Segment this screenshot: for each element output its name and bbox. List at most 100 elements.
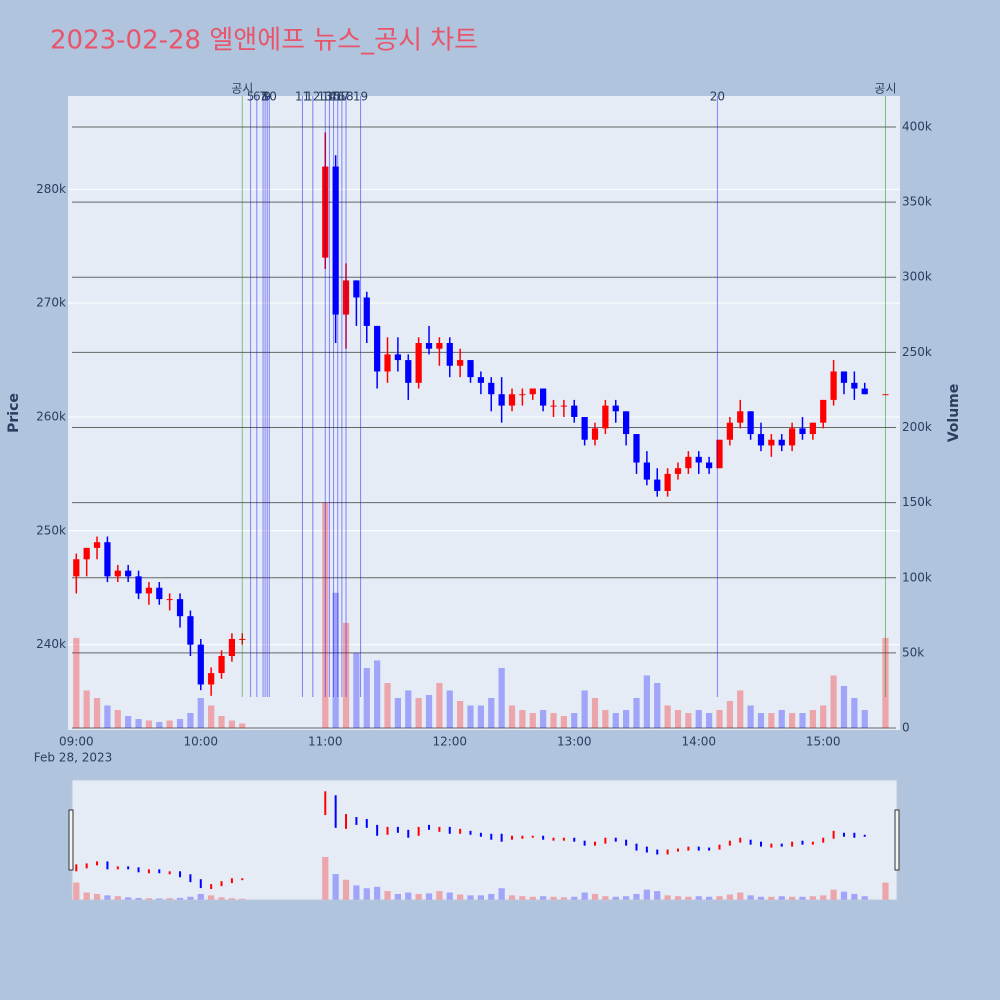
chart-title: 2023-02-28 엘앤에프 뉴스_공시 차트 xyxy=(50,26,478,56)
slider-volume xyxy=(716,896,723,900)
annotation-label: 7 xyxy=(259,90,267,104)
slider-volume xyxy=(799,896,806,900)
slider-volume xyxy=(239,898,246,900)
slider-volume xyxy=(861,896,868,900)
volume-bar xyxy=(218,716,225,729)
y-tick-label: 250k xyxy=(36,523,66,537)
range-slider[interactable] xyxy=(71,779,898,901)
volume-bar xyxy=(612,713,619,729)
slider-volume xyxy=(788,896,796,900)
volume-bar xyxy=(228,720,236,729)
candle-body xyxy=(239,638,246,640)
volume-bar xyxy=(114,710,121,729)
slider-volume xyxy=(778,896,785,900)
slider-handle[interactable] xyxy=(68,809,74,871)
candle-body xyxy=(581,416,588,440)
volume-bar xyxy=(467,705,474,729)
candle-body xyxy=(436,342,443,349)
volume-bar xyxy=(519,710,526,729)
candle-body xyxy=(726,422,733,440)
candle-body xyxy=(674,468,682,474)
candle-body xyxy=(788,428,796,446)
volume-bar xyxy=(488,697,495,729)
y2-tick-label: 250k xyxy=(902,345,932,359)
volume-bar xyxy=(550,713,557,729)
volume-bar xyxy=(716,710,723,729)
slider-volume xyxy=(322,856,329,900)
x-tick-label: 14:00 xyxy=(681,735,716,749)
slider-volume xyxy=(187,896,194,900)
slider-volume xyxy=(529,896,536,900)
slider-volume xyxy=(394,893,402,900)
candle-body xyxy=(747,411,754,435)
volume-bar xyxy=(93,697,101,729)
candle-body xyxy=(93,542,101,548)
slider-volume xyxy=(477,895,484,900)
candle-body xyxy=(799,428,806,435)
slider-volume xyxy=(436,891,443,900)
annotation-label: 9 xyxy=(263,90,271,104)
volume-bar xyxy=(457,700,464,729)
y-tick-label: 280k xyxy=(36,182,66,196)
slider-volume xyxy=(747,895,754,900)
candle-body xyxy=(83,547,90,560)
x-tick-label: 09:00 xyxy=(59,735,94,749)
annotation-label: 15 xyxy=(326,90,341,104)
y2-tick-label: 0 xyxy=(902,721,910,735)
candle-body xyxy=(125,570,132,577)
volume-bar xyxy=(73,637,80,729)
candle-body xyxy=(394,354,402,361)
slider-volume xyxy=(695,896,702,900)
slider-handle[interactable] xyxy=(894,809,900,871)
volume-bar xyxy=(757,713,765,729)
volume-bar xyxy=(695,710,702,729)
volume-bar xyxy=(363,667,370,729)
slider-volume xyxy=(674,896,682,900)
slider-volume xyxy=(706,896,713,900)
candle-body xyxy=(602,405,609,429)
candle-body xyxy=(208,673,215,685)
annotation-label: 17 xyxy=(334,90,349,104)
volume-bar xyxy=(571,713,578,729)
volume-bar xyxy=(778,710,785,729)
volume-bar xyxy=(799,713,806,729)
slider-volume xyxy=(623,896,630,900)
y-tick-label: 260k xyxy=(36,409,66,423)
annotation-label: 11 xyxy=(295,90,310,104)
slider-volume xyxy=(342,879,350,900)
volume-bar xyxy=(405,690,412,729)
slider-volume xyxy=(208,895,215,900)
candle-body xyxy=(882,394,889,396)
candle-body xyxy=(851,382,858,389)
slider-volume xyxy=(384,891,391,900)
slider-volume xyxy=(218,897,225,900)
y2-tick-label: 350k xyxy=(902,195,932,209)
slider-volume xyxy=(145,898,153,900)
volume-bar xyxy=(436,682,443,729)
candle-body xyxy=(612,405,619,412)
candle-body xyxy=(218,656,225,674)
volume-bar xyxy=(508,705,516,729)
slider-volume xyxy=(488,893,495,900)
slider-volume xyxy=(135,897,142,900)
slider-volume xyxy=(415,893,422,900)
x-tick-label: 12:00 xyxy=(432,735,467,749)
candle-body xyxy=(820,399,827,423)
candle-body xyxy=(135,576,142,594)
candle-body xyxy=(550,405,557,407)
slider-volume xyxy=(508,895,516,900)
volume-bar xyxy=(674,710,682,729)
slider-volume xyxy=(519,896,526,900)
candle-body xyxy=(519,394,526,396)
slider-volume xyxy=(363,888,370,900)
volume-bar xyxy=(239,723,246,729)
volume-bar xyxy=(176,719,184,729)
slider-volume xyxy=(581,892,588,900)
slider-volume xyxy=(156,898,163,900)
candle-body xyxy=(488,382,495,395)
candle-body xyxy=(176,599,184,617)
slider-volume xyxy=(93,893,101,900)
slider-volume xyxy=(757,896,765,900)
volume-bar xyxy=(654,682,661,729)
x-tick-label: 11:00 xyxy=(308,735,343,749)
